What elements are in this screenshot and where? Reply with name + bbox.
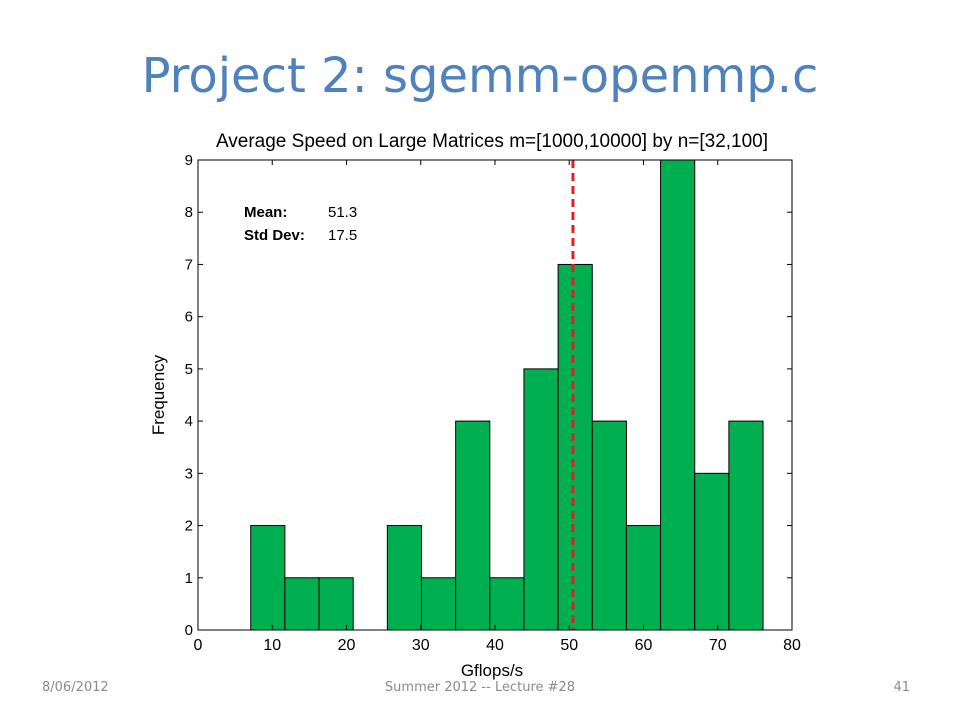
x-tick-label: 0: [194, 637, 203, 654]
y-tick-label: 1: [185, 570, 193, 587]
x-axis-label: Gflops/s: [461, 661, 523, 680]
histogram-bar-1: [284, 577, 320, 631]
y-tick-label: 8: [185, 204, 193, 221]
histogram-bar-14: [728, 420, 764, 631]
y-tick-label: 6: [185, 309, 193, 326]
footer-date: 8/06/2012: [42, 680, 109, 695]
histogram-bar-7: [489, 577, 525, 631]
y-tick-label: 5: [185, 361, 193, 378]
histogram-chart: Average Speed on Large Matrices m=[1000,…: [149, 131, 801, 680]
x-tick-label: 50: [560, 637, 578, 654]
histogram-bar-2: [318, 577, 354, 631]
histogram-bar-0: [250, 525, 286, 631]
slide-title: Project 2: sgemm-openmp.c: [141, 48, 819, 104]
histogram-bar-10: [591, 420, 627, 631]
x-tick-label: 80: [783, 637, 801, 654]
x-tick-label: 70: [709, 637, 727, 654]
mean-value: 51.3: [328, 204, 357, 221]
y-tick-label: 4: [185, 413, 193, 430]
y-tick-label: 3: [185, 465, 193, 482]
histogram-bar-8: [523, 368, 559, 631]
x-tick-label: 20: [338, 637, 356, 654]
x-tick-label: 10: [263, 637, 281, 654]
y-axis-label: Frequency: [149, 354, 168, 435]
footer-page-number: 41: [893, 680, 910, 695]
histogram-bar-6: [455, 420, 491, 631]
mean-label: Mean:: [244, 204, 287, 221]
histogram-bar-11: [625, 525, 662, 631]
y-tick-label: 7: [185, 256, 193, 273]
y-axis-ticks: 0 1 2 3 4 5 6 7 8 9: [185, 152, 792, 639]
std-dev-label: Std Dev:: [244, 227, 305, 244]
histogram-bar-5: [420, 577, 457, 631]
histogram-bar-13: [694, 472, 730, 631]
stats-annotation: Mean: 51.3 Std Dev: 17.5: [244, 204, 357, 244]
histogram-bars: [250, 159, 764, 631]
x-tick-label: 40: [486, 637, 504, 654]
histogram-bar-4: [386, 525, 422, 631]
histogram-bar-9: [557, 263, 593, 631]
y-tick-label: 0: [185, 622, 193, 639]
x-tick-label: 60: [635, 637, 653, 654]
footer-lecture: Summer 2012 -- Lecture #28: [384, 680, 576, 695]
histogram-bar-12: [660, 159, 696, 631]
y-tick-label: 9: [185, 152, 193, 169]
x-axis-ticks: 0 10 20 30 40 50 60 70 80: [194, 160, 801, 654]
chart-title: Average Speed on Large Matrices m=[1000,…: [216, 131, 768, 152]
y-tick-label: 2: [185, 518, 193, 535]
x-tick-label: 30: [412, 637, 430, 654]
std-dev-value: 17.5: [328, 227, 357, 244]
